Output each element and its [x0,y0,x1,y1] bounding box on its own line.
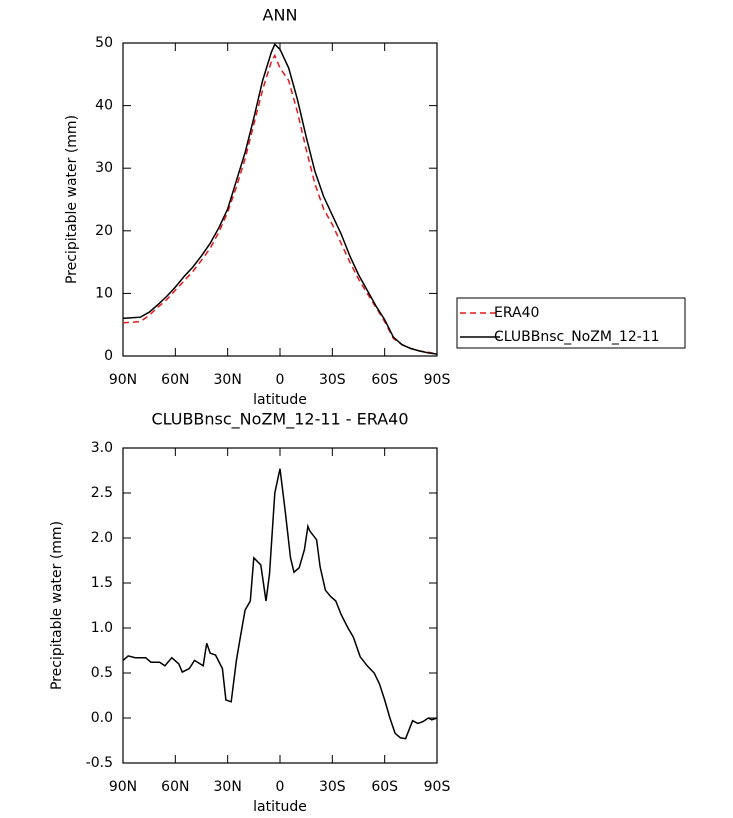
y-tick-label: 10 [95,285,113,301]
x-tick-label: 90S [424,372,451,388]
x-tick-label: 90S [424,779,451,795]
x-tick-label: 60S [371,779,398,795]
plot-frame [122,42,438,357]
y-tick-label: 0 [104,348,113,364]
x-tick-label: 30S [319,779,346,795]
chart-title: ANN [263,6,298,25]
y-tick-label: 1.5 [91,575,113,591]
x-tick-label: 30N [214,779,242,795]
x-tick-label: 0 [276,372,285,388]
data-line [122,43,438,355]
legend-box [456,297,686,349]
y-tick-label: 50 [95,35,113,51]
x-tick-label: 30N [214,372,242,388]
data-line [122,53,438,355]
y-tick-label: 2.0 [91,530,113,546]
x-tick-label: 60N [161,372,189,388]
x-axis-label: latitude [253,392,307,408]
y-tick-label: -0.5 [86,755,113,771]
y-tick-label: 3.0 [91,440,113,456]
y-tick-label: 40 [95,98,113,114]
y-tick-label: 20 [95,223,113,239]
x-tick-label: 30S [319,372,346,388]
y-tick-label: 0.0 [91,710,113,726]
legend-label: ERA40 [494,305,539,321]
y-tick-label: 1.0 [91,620,113,636]
x-tick-label: 0 [276,779,285,795]
x-tick-label: 90N [109,372,137,388]
x-axis-label: latitude [253,799,307,815]
y-tick-label: 2.5 [91,485,113,501]
y-axis-label: Precipitable water (mm) [64,115,80,284]
x-tick-label: 90N [109,779,137,795]
y-tick-label: 0.5 [91,665,113,681]
data-line [122,468,438,740]
chart-title: CLUBBnsc_NoZM_12-11 - ERA40 [151,410,408,430]
x-tick-label: 60S [371,372,398,388]
y-axis-label: Precipitable water (mm) [49,521,65,690]
y-tick-label: 30 [95,160,113,176]
legend-label: CLUBBnsc_NoZM_12-11 [494,329,660,345]
x-tick-label: 60N [161,779,189,795]
